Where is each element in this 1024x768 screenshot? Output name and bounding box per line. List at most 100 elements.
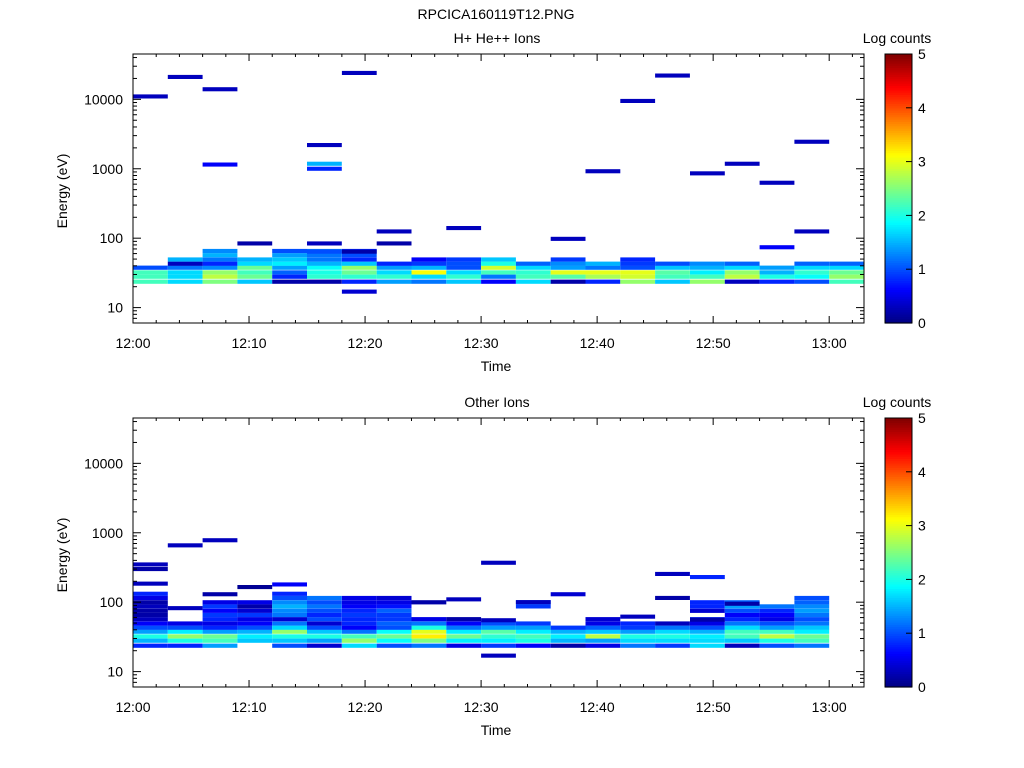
colorbar-swatch [885,422,912,426]
heatmap-cell [794,621,830,626]
colorbar-swatch [885,590,912,594]
heatmap-cell [307,595,342,601]
colorbar-frame [884,417,913,688]
heatmap-cell [585,643,621,648]
heatmap-cell [550,629,586,634]
heatmap-cell [550,592,586,597]
colorbar-swatch [885,101,912,104]
colorbar-swatch [885,289,912,293]
heatmap-cell [307,621,342,626]
heatmap-cell [202,600,238,605]
heatmap-cell [446,638,482,643]
x-tick-label: 12:50 [696,699,731,715]
heatmap-cell [724,638,760,643]
heatmap-cell [481,638,516,643]
colorbar-swatch [885,316,912,320]
heatmap-cell [376,638,412,643]
colorbar-swatch [885,107,912,111]
heatmap-cell [376,261,412,266]
heatmap-cell [550,638,586,643]
colorbar-swatch [885,458,912,462]
heatmap-cell [724,270,760,275]
y-tick-label: 1000 [92,525,123,541]
heatmap-cell [655,621,690,626]
heatmap-cell [655,279,690,284]
colorbar-swatch [885,655,912,659]
colorbar-swatch [885,597,912,601]
heatmap-cell [550,643,586,648]
heatmap-cell [759,625,795,630]
colorbar-swatch [885,235,912,239]
heatmap-cell [341,270,377,275]
colorbar-swatch [885,568,912,572]
colorbar-tick-label: 1 [918,625,926,641]
colorbar-tick-label: 4 [918,100,926,116]
heatmap-cell [794,274,830,279]
colorbar-swatch [885,210,912,214]
heatmap-cell [620,614,656,619]
heatmap-cell [237,608,273,613]
heatmap-cell [341,257,377,262]
colorbar-swatch [885,586,912,589]
colorbar-swatch [885,565,912,569]
heatmap-cell [585,279,621,284]
heatmap-cell [690,634,725,639]
heatmap-cell [272,591,307,596]
heatmap-cell [307,265,342,270]
heatmap-cell [411,621,447,626]
heatmap-cell [307,634,342,639]
heatmap-cell [724,261,760,266]
colorbar-swatch [885,503,912,507]
heatmap-cell [515,279,551,284]
colorbar-swatch [885,244,912,248]
heatmap-cell [272,257,307,262]
heatmap-cell [794,139,830,144]
heatmap-cell [167,279,203,284]
heatmap-cell [794,634,830,639]
colorbar-swatch [885,314,912,317]
colorbar-swatch [885,485,912,489]
colorbar-swatch [885,305,912,308]
heatmap-cell [690,638,725,643]
heatmap-cell [794,643,830,648]
colorbar-swatch [885,89,912,93]
colorbar-swatch [885,617,912,621]
colorbar-swatch [885,595,912,598]
colorbar-swatch [885,480,912,484]
colorbar-swatch [885,431,912,435]
heatmap-cell [724,604,760,609]
colorbar-swatch [885,440,912,444]
x-tick-label: 12:30 [464,699,499,715]
colorbar-swatch [885,65,912,69]
colorbar-swatch [885,186,912,190]
heatmap-cell [620,261,656,266]
heatmap-cell [341,289,377,294]
heatmap-cell [620,274,656,279]
colorbar-swatch [885,664,912,668]
heatmap-cell [376,265,412,270]
heatmap-cell [655,625,690,630]
heatmap-cell [341,634,377,639]
heatmap-cell [237,621,273,626]
heatmap-cell [759,621,795,626]
heatmap-cell [133,265,168,270]
heatmap-cell [481,274,516,279]
colorbar-swatch [885,548,912,551]
heatmap-cell [794,625,830,630]
heatmap-cell [272,625,307,630]
heatmap-cell [341,612,377,618]
colorbar-swatch [885,175,912,178]
heatmap-cell [341,604,377,609]
heatmap-cell [237,279,273,284]
colorbar-swatch [885,266,912,270]
heatmap-cell [411,270,447,275]
colorbar-swatch [885,159,912,163]
colorbar-swatch [885,633,912,637]
colorbar-swatch [885,469,912,473]
colorbar-swatch [885,127,912,131]
colorbar-swatch [885,588,912,592]
heatmap-cell [376,621,412,626]
heatmap-cell [829,265,864,270]
heatmap-cell [411,600,447,605]
y-axis-label: Energy (eV) [54,154,70,229]
